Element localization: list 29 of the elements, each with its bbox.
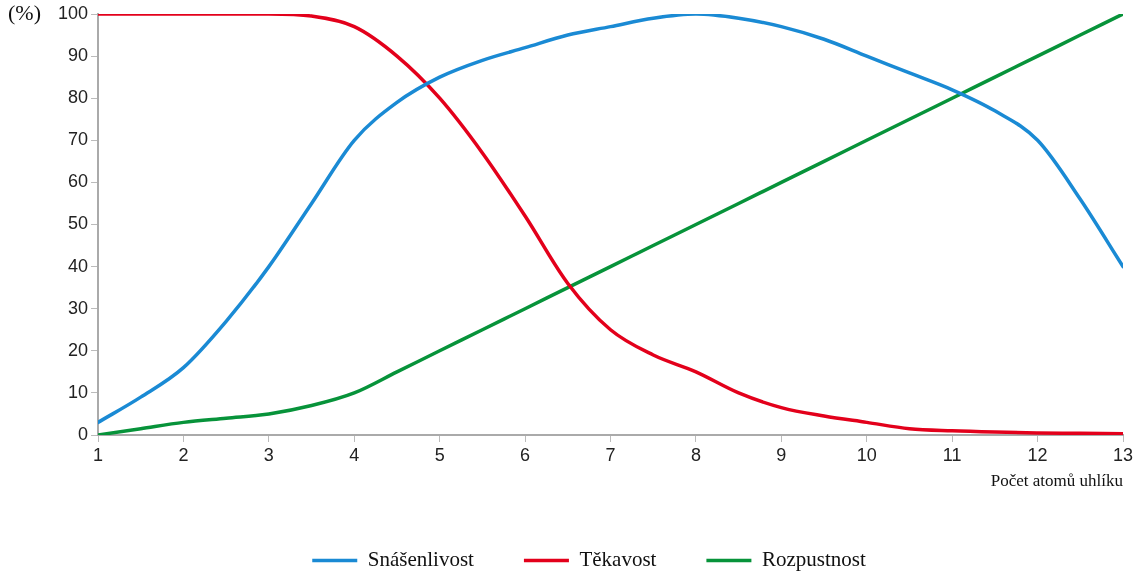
x-tick-label: 5: [434, 444, 445, 465]
x-axis-title: Počet atomů uhlíku: [990, 471, 1124, 491]
legend-label: Těkavost: [579, 547, 657, 572]
y-tick-label: 20: [68, 339, 89, 360]
x-tick-label: 13: [1112, 444, 1134, 465]
y-tick-label: 100: [57, 2, 89, 23]
y-tick-label: 10: [68, 381, 89, 402]
y-tick-label: 70: [68, 129, 89, 150]
x-tick-label: 2: [178, 444, 189, 465]
x-tick-label: 7: [605, 444, 616, 465]
x-tick-label: 4: [349, 444, 360, 465]
x-tick-label: 9: [776, 444, 787, 465]
y-tick-label: 30: [68, 297, 89, 318]
y-tick-label: 0: [78, 423, 89, 444]
x-tick-label: 6: [520, 444, 531, 465]
y-axis-title: (%): [8, 0, 41, 25]
legend-label: Snášenlivost: [367, 547, 475, 572]
legend-label: Rozpustnost: [761, 547, 866, 572]
y-tick-label: 60: [68, 171, 89, 192]
x-tick-label: 3: [263, 444, 274, 465]
y-tick-label: 90: [68, 45, 89, 66]
y-tick-label: 80: [68, 87, 89, 108]
y-tick-label: 50: [68, 213, 89, 234]
y-tick-label: 40: [68, 255, 89, 276]
x-tick-label: 10: [856, 444, 877, 465]
x-tick-label: 8: [690, 444, 701, 465]
x-tick-label: 12: [1027, 444, 1048, 465]
x-tick-label: 1: [93, 444, 104, 465]
x-tick-label: 11: [942, 444, 962, 465]
